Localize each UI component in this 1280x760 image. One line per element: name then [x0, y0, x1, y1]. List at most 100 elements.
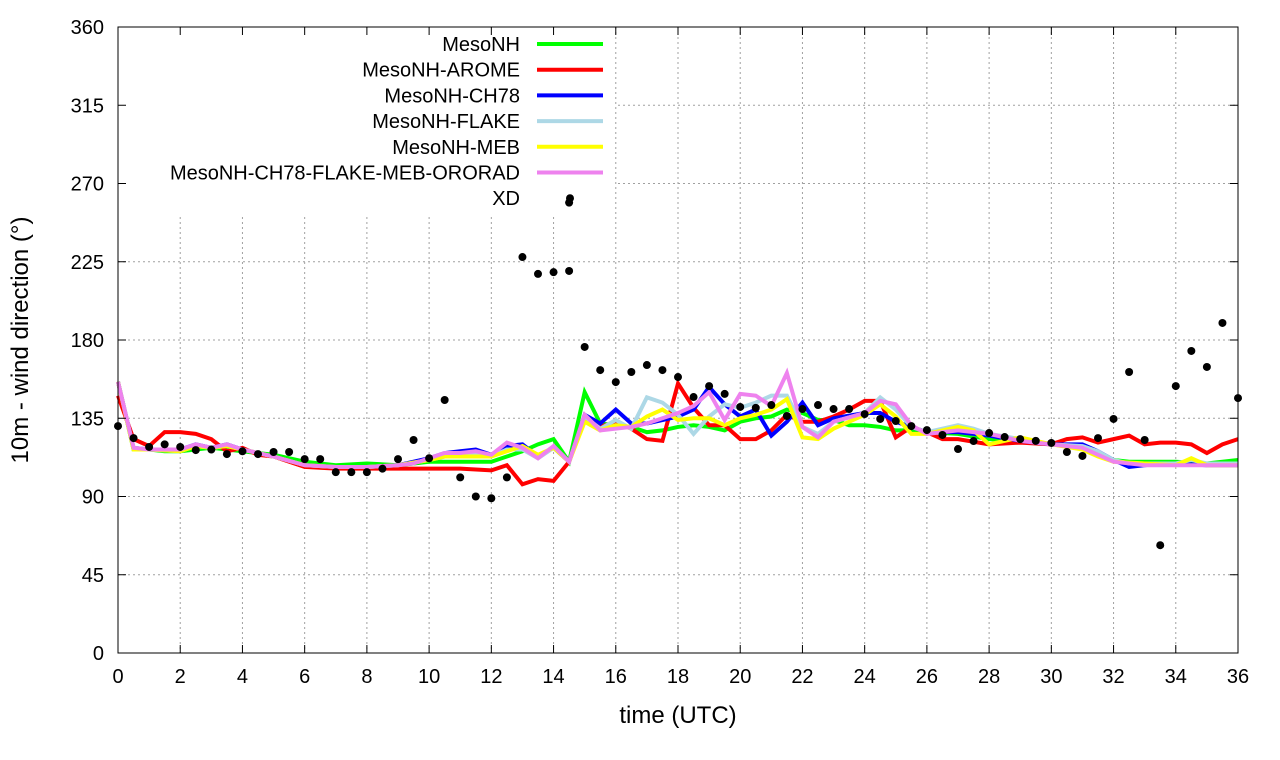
x-tick-label: 2 — [175, 666, 186, 688]
xd-data-point — [1000, 433, 1009, 442]
xd-data-point — [611, 378, 620, 387]
xd-data-point — [736, 402, 745, 411]
xd-data-point — [160, 440, 169, 449]
xd-data-point — [627, 367, 636, 376]
xd-data-point — [269, 447, 278, 456]
legend-label-mesonh-ch78: MesoNH-CH78 — [384, 85, 520, 107]
xd-data-point — [782, 411, 791, 420]
xd-data-point — [969, 437, 978, 446]
xd-data-point — [922, 426, 931, 435]
xd-data-point — [316, 455, 325, 464]
xd-data-point — [565, 266, 574, 275]
xd-data-point — [1094, 434, 1102, 443]
xd-data-point — [829, 405, 838, 414]
xd-data-point — [1187, 346, 1196, 355]
xd-data-point — [222, 450, 231, 459]
x-tick-label: 8 — [361, 666, 372, 688]
xd-data-point — [238, 447, 247, 456]
xd-data-point — [409, 435, 418, 444]
x-tick-label: 34 — [1165, 666, 1187, 688]
xd-data-point — [876, 414, 885, 423]
x-tick-label: 28 — [978, 666, 1000, 688]
xd-data-point — [1016, 435, 1025, 444]
xd-data-point — [534, 269, 542, 278]
y-tick-label: 225 — [71, 252, 104, 274]
xd-data-point — [1218, 318, 1227, 327]
xd-data-point — [362, 468, 371, 477]
x-tick-label: 0 — [112, 666, 123, 688]
xd-data-point — [674, 373, 682, 382]
xd-data-point — [394, 455, 402, 464]
xd-points-layer — [114, 198, 1242, 550]
xd-data-point — [471, 492, 480, 501]
xd-data-point — [456, 473, 465, 482]
legend: MesoNH MesoNH-AROME MesoNH-CH78 MesoNH-FLAK… — [170, 34, 603, 210]
xd-data-point — [580, 342, 589, 351]
x-axis-label: time (UTC) — [619, 702, 736, 729]
xd-data-point — [1171, 382, 1180, 391]
xd-data-point — [347, 468, 356, 477]
y-tick-label: 90 — [82, 487, 104, 509]
xd-data-point — [1047, 438, 1056, 447]
xd-data-point — [1031, 436, 1040, 445]
y-tick-label: 180 — [71, 330, 104, 352]
legend-label-mesonh-flake: MesoNH-FLAKE — [372, 111, 520, 133]
xd-data-point — [1078, 451, 1087, 460]
xd-data-point — [891, 417, 900, 426]
x-tick-label: 30 — [1040, 666, 1062, 688]
x-tick-label: 16 — [605, 666, 627, 688]
axis-ticks: 0 2 4 6 8 10 12 14 16 18 20 22 24 26 28 30 32 34 360459013… — [71, 17, 1250, 688]
xd-data-point — [596, 366, 605, 375]
xd-data-point — [378, 464, 387, 473]
xd-data-point — [502, 473, 511, 482]
x-tick-label: 6 — [299, 666, 310, 688]
y-tick-label: 315 — [71, 95, 104, 117]
x-tick-label: 18 — [667, 666, 689, 688]
x-tick-label: 14 — [542, 666, 564, 688]
x-tick-label: 32 — [1102, 666, 1124, 688]
xd-data-point — [658, 366, 667, 375]
y-tick-label: 0 — [93, 643, 104, 665]
y-tick-label: 270 — [71, 174, 104, 196]
xd-data-point — [705, 382, 714, 391]
xd-data-point — [1125, 367, 1134, 376]
y-tick-label: 360 — [71, 17, 104, 39]
xd-data-point — [720, 389, 729, 398]
xd-data-point — [814, 401, 822, 410]
xd-data-point — [425, 454, 434, 463]
xd-data-point — [798, 405, 807, 414]
xd-data-point — [331, 468, 340, 477]
xd-data-point — [1202, 362, 1211, 371]
xd-data-point — [285, 447, 294, 456]
xd-data-point — [207, 445, 216, 454]
x-tick-label: 26 — [916, 666, 938, 688]
x-tick-label: 20 — [729, 666, 751, 688]
x-tick-label: 10 — [418, 666, 440, 688]
xd-data-point — [845, 405, 854, 414]
xd-data-point — [767, 401, 776, 410]
xd-data-point — [254, 450, 262, 459]
x-tick-label: 24 — [854, 666, 876, 688]
xd-data-point — [440, 395, 449, 404]
xd-data-point — [300, 455, 309, 464]
xd-data-point — [689, 393, 698, 402]
legend-label-mesonh-meb: MesoNH-MEB — [392, 137, 520, 159]
xd-data-point — [129, 434, 138, 443]
xd-data-point — [985, 429, 994, 438]
xd-data-point — [1156, 541, 1165, 550]
xd-data-point — [938, 430, 947, 439]
xd-data-point — [1109, 414, 1118, 423]
xd-data-point — [518, 253, 527, 262]
xd-data-point — [1062, 447, 1071, 456]
xd-data-point — [1140, 435, 1149, 444]
legend-label-mesonh: MesoNH — [442, 34, 520, 56]
legend-label-mesonh-ch78-flake-meb-ororad: MesoNH-CH78-FLAKE-MEB-ORORAD — [170, 163, 520, 185]
xd-data-point — [954, 445, 962, 454]
x-tick-label: 22 — [791, 666, 813, 688]
x-tick-label: 36 — [1227, 666, 1249, 688]
legend-label-mesonh-arome: MesoNH-AROME — [362, 60, 520, 82]
legend-label-xd: XD — [492, 188, 520, 210]
xd-data-point — [145, 442, 154, 451]
xd-data-point — [860, 410, 869, 419]
